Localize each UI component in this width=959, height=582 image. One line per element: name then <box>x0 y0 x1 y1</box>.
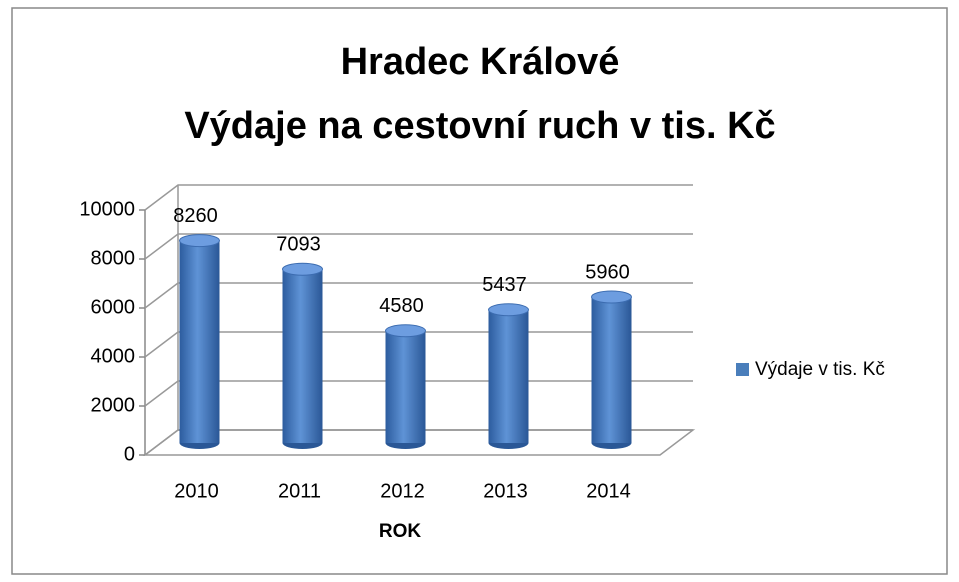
bar-top <box>488 303 529 317</box>
y-tick-label: 4000 <box>91 345 136 367</box>
bar <box>179 240 220 443</box>
y-tick-label: 2000 <box>91 394 136 416</box>
bar-top <box>385 324 426 338</box>
bar <box>488 309 529 443</box>
chart-subtitle: Výdaje na cestovní ruch v tis. Kč <box>184 105 775 147</box>
y-tick-label: 8000 <box>91 247 136 269</box>
y-tick-label: 10000 <box>79 198 135 220</box>
bar-top <box>282 262 323 276</box>
bar <box>385 330 426 443</box>
bar-top <box>179 234 220 248</box>
data-label: 5437 <box>482 274 527 296</box>
y-tick-label: 6000 <box>91 296 136 318</box>
chart-title: Hradec Králové <box>341 41 620 83</box>
x-tick-label: 2014 <box>586 480 631 502</box>
x-tick-label: 2011 <box>278 480 321 502</box>
legend-label: Výdaje v tis. Kč <box>755 359 885 380</box>
data-label: 8260 <box>173 205 218 227</box>
bar-top <box>591 290 632 304</box>
grid-line <box>144 282 693 309</box>
x-axis-label: ROK <box>379 521 422 542</box>
bar <box>591 296 632 443</box>
data-label: 4580 <box>379 295 424 317</box>
x-tick-label: 2012 <box>380 480 425 502</box>
data-label: 5960 <box>585 261 630 283</box>
y-tick-label: 0 <box>124 443 135 465</box>
grid-line <box>144 233 693 260</box>
chart-frame <box>11 7 948 575</box>
grid-line <box>144 184 693 211</box>
x-tick-label: 2010 <box>174 480 219 502</box>
x-tick-label: 2013 <box>483 480 528 502</box>
bar <box>282 269 323 443</box>
data-label: 7093 <box>276 234 321 256</box>
legend-swatch <box>736 363 749 376</box>
